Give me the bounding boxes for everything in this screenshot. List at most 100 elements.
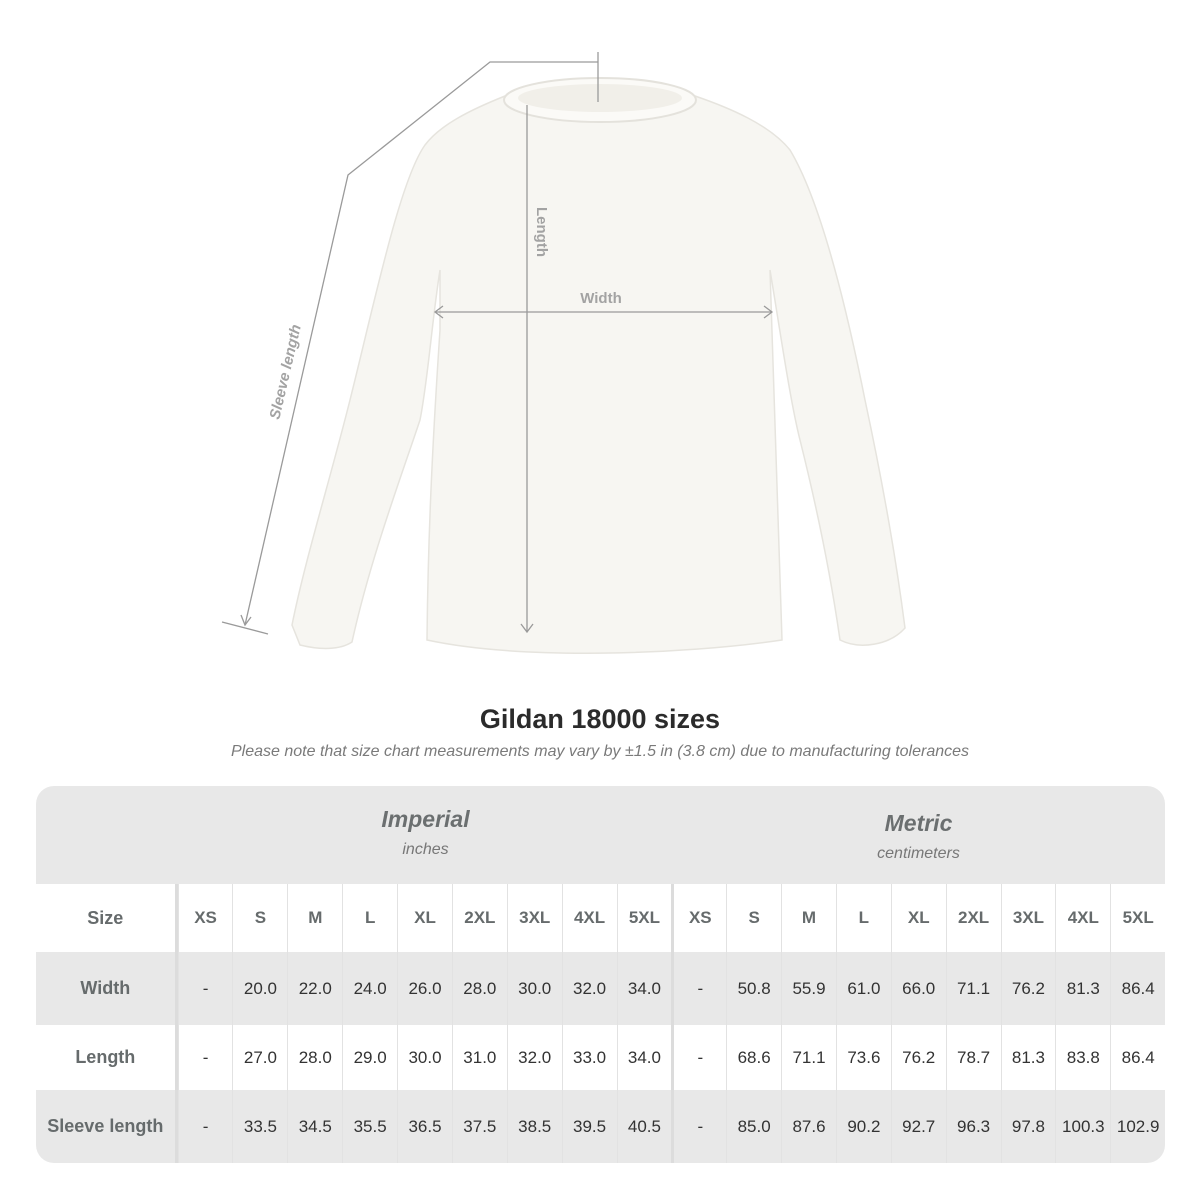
imperial-cell: - (177, 1090, 233, 1163)
imperial-title: Imperial (381, 806, 470, 832)
imperial-cell: 20.0 (232, 952, 287, 1025)
size-column-header: S (232, 884, 287, 952)
metric-cell: 76.2 (890, 1025, 946, 1090)
imperial-cell: 38.5 (506, 1090, 562, 1163)
metric-title: Metric (884, 810, 953, 836)
table-row: Length -27.0 28.0 29.0 30.0 31.0 32.0 33.0 34.0-… (36, 1025, 1165, 1090)
size-column-header: 4XL (1055, 884, 1110, 952)
metric-cell: 102.9 (1110, 1090, 1165, 1163)
imperial-cell: 24.0 (342, 952, 397, 1025)
imperial-cell: - (177, 952, 233, 1025)
imperial-cell: 39.5 (561, 1090, 617, 1163)
metric-unit: centimeters (877, 845, 960, 862)
size-column-header: 5XL (616, 884, 672, 952)
sleeve-arrow-bottom-icon (240, 614, 252, 627)
metric-cell: 61.0 (835, 952, 891, 1025)
table-row: Sleeve length -33.5 34.5 35.5 36.5 37.5 38.5 39… (36, 1090, 1165, 1163)
metric-cell: 90.2 (835, 1090, 891, 1163)
imperial-cell: 30.0 (506, 952, 562, 1025)
size-table: Imperial inches Metric centimeters Size X… (36, 786, 1165, 1163)
size-header-row: Size XS S M L XL 2XL 3XL 4XL 5XL XS S M L XL 2XL 3XL 4XL 5… (36, 884, 1165, 952)
metric-cell: 97.8 (1000, 1090, 1056, 1163)
imperial-cell: 32.0 (506, 1025, 562, 1090)
size-column-header: XS (177, 884, 233, 952)
metric-cell: 100.3 (1055, 1090, 1110, 1163)
row-label: Sleeve length (36, 1090, 178, 1163)
sweatshirt-diagram: Length Width Sleeve length (221, 52, 906, 654)
collar-inner (518, 84, 682, 112)
imperial-unit: inches (402, 841, 449, 858)
metric-cell: 86.4 (1110, 952, 1165, 1025)
size-column-header: 3XL (1000, 884, 1056, 952)
sleeve-length-guide (244, 61, 598, 626)
length-arrow-bottom-icon (520, 623, 534, 634)
width-label: Width (580, 290, 622, 307)
imperial-cell: 30.0 (397, 1025, 452, 1090)
metric-cell: - (671, 1090, 726, 1163)
metric-cell: 78.7 (945, 1025, 1001, 1090)
metric-cell: 66.0 (890, 952, 946, 1025)
size-column-header: 3XL (506, 884, 562, 952)
size-column-header: L (835, 884, 891, 952)
imperial-cell: 40.5 (616, 1090, 672, 1163)
width-arrow-left-icon (433, 305, 444, 319)
width-arrow-right-icon (763, 305, 774, 319)
size-column-header: M (287, 884, 342, 952)
row-label: Length (36, 1025, 178, 1090)
table-header: Imperial inches Metric centimeters (36, 786, 1165, 884)
sleeve-guide-tick-bottom (221, 621, 269, 635)
size-column-header: XL (397, 884, 452, 952)
size-column-header: 2XL (451, 884, 507, 952)
imperial-header: Imperial inches (178, 806, 673, 859)
metric-cell: 85.0 (726, 1090, 781, 1163)
metric-cell: 68.6 (726, 1025, 781, 1090)
size-column-header: XS (671, 884, 726, 952)
imperial-cell: - (177, 1025, 233, 1090)
metric-cell: 92.7 (890, 1090, 946, 1163)
size-column-header: 4XL (561, 884, 617, 952)
imperial-cell: 34.0 (616, 952, 672, 1025)
metric-cell: 87.6 (781, 1090, 836, 1163)
imperial-cell: 34.5 (287, 1090, 342, 1163)
metric-cell: - (671, 1025, 726, 1090)
metric-cell: 81.3 (1055, 952, 1110, 1025)
length-label: Length (533, 207, 550, 257)
imperial-cell: 33.5 (232, 1090, 287, 1163)
size-column-header: S (726, 884, 781, 952)
page-title: Gildan 18000 sizes (479, 704, 721, 734)
size-column-header: 5XL (1110, 884, 1165, 952)
imperial-cell: 36.5 (397, 1090, 452, 1163)
imperial-cell: 28.0 (451, 952, 507, 1025)
size-column-header: XL (890, 884, 946, 952)
size-column-header: 2XL (945, 884, 1001, 952)
metric-cell: 50.8 (726, 952, 781, 1025)
metric-cell: 73.6 (835, 1025, 891, 1090)
imperial-cell: 22.0 (287, 952, 342, 1025)
metric-cell: 71.1 (945, 952, 1001, 1025)
metric-cell: 83.8 (1055, 1025, 1110, 1090)
row-label: Size (36, 884, 178, 952)
metric-cell: 86.4 (1110, 1025, 1165, 1090)
table-row: Width -20.0 22.0 24.0 26.0 28.0 30.0 32.0 34.0-5… (36, 952, 1165, 1025)
metric-cell: - (671, 952, 726, 1025)
size-column-header: M (781, 884, 836, 952)
imperial-cell: 35.5 (342, 1090, 397, 1163)
metric-cell: 71.1 (781, 1025, 836, 1090)
imperial-cell: 28.0 (287, 1025, 342, 1090)
imperial-cell: 34.0 (616, 1025, 672, 1090)
row-label: Width (36, 952, 178, 1025)
metric-cell: 81.3 (1000, 1025, 1056, 1090)
imperial-cell: 32.0 (561, 952, 617, 1025)
metric-cell: 96.3 (945, 1090, 1001, 1163)
imperial-cell: 27.0 (232, 1025, 287, 1090)
size-column-header: L (342, 884, 397, 952)
imperial-cell: 37.5 (451, 1090, 507, 1163)
sweatshirt-image (291, 95, 906, 654)
imperial-cell: 31.0 (451, 1025, 507, 1090)
imperial-cell: 29.0 (342, 1025, 397, 1090)
tolerance-note: Please note that size chart measurements… (230, 743, 970, 760)
metric-cell: 76.2 (1000, 952, 1056, 1025)
metric-header: Metric centimeters (672, 810, 1165, 863)
imperial-cell: 33.0 (561, 1025, 617, 1090)
metric-cell: 55.9 (781, 952, 836, 1025)
